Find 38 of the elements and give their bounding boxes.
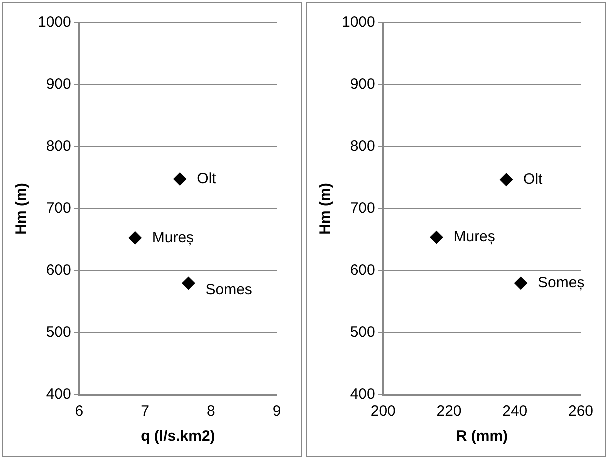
point xyxy=(182,276,196,290)
x-axis-title: q (l/s.km2) xyxy=(141,428,216,446)
annotation: Mureș xyxy=(454,228,496,246)
x-tick-label: 7 xyxy=(141,403,150,420)
point xyxy=(514,276,528,290)
annotation: Olt xyxy=(524,171,544,188)
point xyxy=(174,172,187,186)
x-tick-label: 6 xyxy=(75,403,84,420)
y-tick-label: 400 xyxy=(350,386,376,404)
x-tick-label: 8 xyxy=(206,403,216,420)
annotation: Olt xyxy=(197,170,218,188)
point xyxy=(500,173,514,186)
y-tick-label: 500 xyxy=(46,324,72,342)
x-tick-label: 200 xyxy=(370,403,396,420)
point xyxy=(128,232,142,245)
x-tick-label: 260 xyxy=(568,403,594,420)
annotation: Someș xyxy=(538,274,585,292)
y-axis-title: Hm (m) xyxy=(13,183,30,235)
annotation: Mureș xyxy=(152,229,194,246)
y-tick-label: 600 xyxy=(46,262,72,280)
x-axis-title: R (mm) xyxy=(456,428,508,446)
y-tick-label: 800 xyxy=(46,138,72,156)
x-tick-label: 9 xyxy=(272,403,282,420)
x-tick-label: 220 xyxy=(436,403,462,420)
y-tick-label: 500 xyxy=(350,324,376,342)
y-tick-label: 1000 xyxy=(342,14,376,32)
y-axis-title: Hm (m) xyxy=(317,183,334,235)
annotation: Somes xyxy=(206,282,252,299)
x-tick-label: 240 xyxy=(502,403,528,420)
point xyxy=(430,231,444,244)
y-tick-label: 400 xyxy=(46,386,72,404)
y-tick-label: 700 xyxy=(46,200,72,218)
y-tick-label: 800 xyxy=(350,138,376,156)
y-tick-label: 600 xyxy=(350,262,376,280)
y-tick-label: 900 xyxy=(350,76,376,94)
y-tick-label: 900 xyxy=(46,76,72,94)
y-tick-label: 1000 xyxy=(38,14,72,32)
y-tick-label: 700 xyxy=(350,200,376,218)
